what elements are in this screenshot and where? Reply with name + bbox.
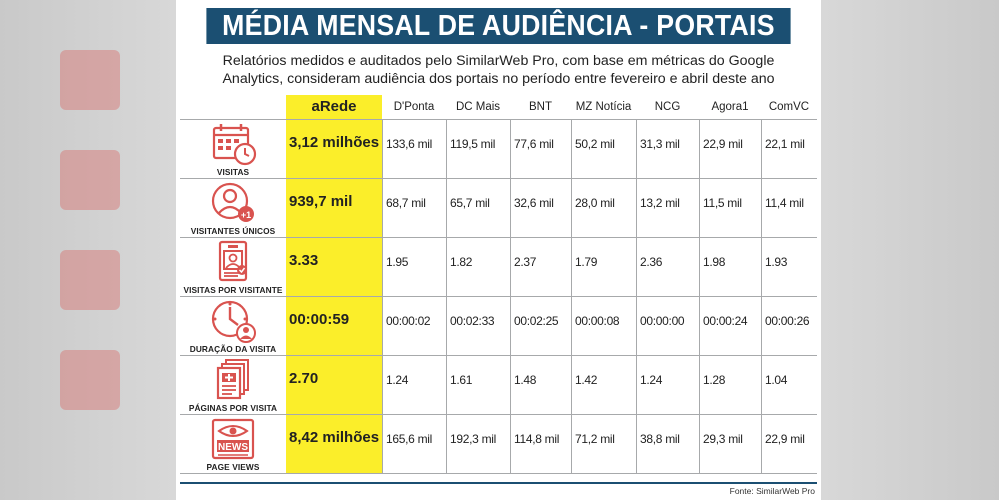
calendar-clock-icon	[210, 122, 258, 171]
table-cell: 00:02:25	[514, 314, 559, 328]
svg-text:NEWS: NEWS	[218, 442, 248, 453]
column-divider	[446, 120, 447, 474]
table-cell: 22,9 mil	[765, 432, 805, 446]
table-cell: 00:02:33	[450, 314, 495, 328]
row-label: VISITAS POR VISITANTE	[183, 285, 283, 295]
table-cell: 1.61	[450, 373, 473, 387]
row-label: PÁGINAS POR VISITA	[188, 403, 278, 413]
table-cell: 1.79	[575, 255, 598, 269]
highlight-value: 3.33	[289, 252, 319, 269]
row-label: PAGE VIEWS	[206, 462, 260, 472]
column-header: aRede	[311, 98, 357, 115]
table-cell: 1.28	[703, 373, 726, 387]
table-cell: 22,1 mil	[765, 137, 805, 151]
table-cell: 2.36	[640, 255, 663, 269]
bottom-rule	[180, 482, 817, 484]
column-divider	[699, 120, 700, 474]
table-row-divider	[180, 178, 817, 179]
news-eye-icon: NEWS	[210, 417, 258, 466]
highlight-column	[286, 95, 382, 474]
table-cell: 31,3 mil	[640, 137, 680, 151]
table-cell: 165,6 mil	[386, 432, 432, 446]
table-cell: 13,2 mil	[640, 196, 680, 210]
highlight-value: 8,42 milhões	[289, 429, 380, 446]
table-cell: 38,8 mil	[640, 432, 680, 446]
table-cell: 28,0 mil	[575, 196, 615, 210]
table-cell: 2.37	[514, 255, 537, 269]
blurred-background-right	[821, 0, 999, 500]
column-header: ComVC	[768, 101, 810, 113]
table-cell: 1.42	[575, 373, 598, 387]
table-cell: 71,2 mil	[575, 432, 615, 446]
header-divider	[180, 119, 817, 120]
subtitle-line-2: Analytics, consideram audiência dos port…	[222, 71, 775, 87]
column-divider	[510, 120, 511, 474]
user-plus-one-icon: +1	[210, 181, 258, 230]
table-cell: 11,5 mil	[703, 196, 742, 210]
table-cell: 1.04	[765, 373, 788, 387]
table-row-divider	[180, 473, 817, 474]
highlight-value: 939,7 mil	[289, 193, 353, 210]
column-header: D'Ponta	[393, 101, 435, 113]
highlight-value: 2.70	[289, 370, 319, 387]
blurred-icon	[60, 250, 120, 310]
table-cell: 1.82	[450, 255, 473, 269]
column-divider	[761, 120, 762, 474]
source-note: Fonte: SimilarWeb Pro	[729, 486, 815, 496]
table-cell: 65,7 mil	[450, 196, 490, 210]
column-divider	[571, 120, 572, 474]
page-title: MÉDIA MENSAL DE AUDIÊNCIA - PORTAIS DE P…	[206, 8, 791, 78]
table-cell: 1.95	[386, 255, 409, 269]
table-cell: 00:00:00	[640, 314, 685, 328]
table-cell: 1.48	[514, 373, 537, 387]
table-cell: 22,9 mil	[703, 137, 743, 151]
table-cell: 133,6 mil	[386, 137, 432, 151]
highlight-value: 3,12 milhões	[289, 134, 380, 151]
table-row-divider	[180, 414, 817, 415]
table-cell: 00:00:08	[575, 314, 620, 328]
subtitle-line-1: Relatórios medidos e auditados pelo Simi…	[222, 53, 775, 69]
documents-plus-icon	[210, 358, 258, 407]
row-label: VISITANTES ÚNICOS	[190, 226, 276, 236]
table-cell: 00:00:02	[386, 314, 431, 328]
table-cell: 77,6 mil	[514, 137, 554, 151]
clock-user-icon	[210, 299, 258, 348]
column-divider	[382, 120, 383, 474]
column-divider	[636, 120, 637, 474]
table-cell: 50,2 mil	[575, 137, 615, 151]
blurred-background-left	[0, 0, 176, 500]
column-header: NCG	[654, 101, 681, 113]
svg-text:+1: +1	[241, 210, 251, 220]
table-cell: 114,8 mil	[514, 432, 560, 446]
blurred-icon	[60, 50, 120, 110]
table-cell: 1.98	[703, 255, 726, 269]
table-cell: 29,3 mil	[703, 432, 743, 446]
column-header: DC Mais	[455, 101, 501, 113]
table-cell: 32,6 mil	[514, 196, 554, 210]
table-cell: 192,3 mil	[450, 432, 496, 446]
table-cell: 1.24	[640, 373, 663, 387]
table-cell: 119,5 mil	[450, 137, 496, 151]
blurred-icon	[60, 150, 120, 210]
table-cell: 00:00:26	[765, 314, 810, 328]
table-cell: 00:00:24	[703, 314, 748, 328]
infographic-card: MÉDIA MENSAL DE AUDIÊNCIA - PORTAIS DE P…	[176, 0, 821, 500]
row-label: DURAÇÃO DA VISITA	[189, 344, 277, 354]
blurred-icon	[60, 350, 120, 410]
table-cell: 11,4 mil	[765, 196, 804, 210]
table-row-divider	[180, 355, 817, 356]
table-row-divider	[180, 296, 817, 297]
table-cell: 1.93	[765, 255, 788, 269]
table-cell: 1.24	[386, 373, 409, 387]
row-label: VISITAS	[216, 167, 250, 177]
id-badge-icon	[210, 240, 258, 289]
subtitle: Relatórios medidos e auditados pelo Simi…	[196, 52, 801, 88]
highlight-value: 00:00:59	[289, 311, 350, 328]
column-header: MZ Notícia	[575, 101, 632, 113]
table-cell: 68,7 mil	[386, 196, 426, 210]
column-header: Agora1	[711, 101, 749, 113]
table-row-divider	[180, 237, 817, 238]
column-header: BNT	[529, 101, 552, 113]
